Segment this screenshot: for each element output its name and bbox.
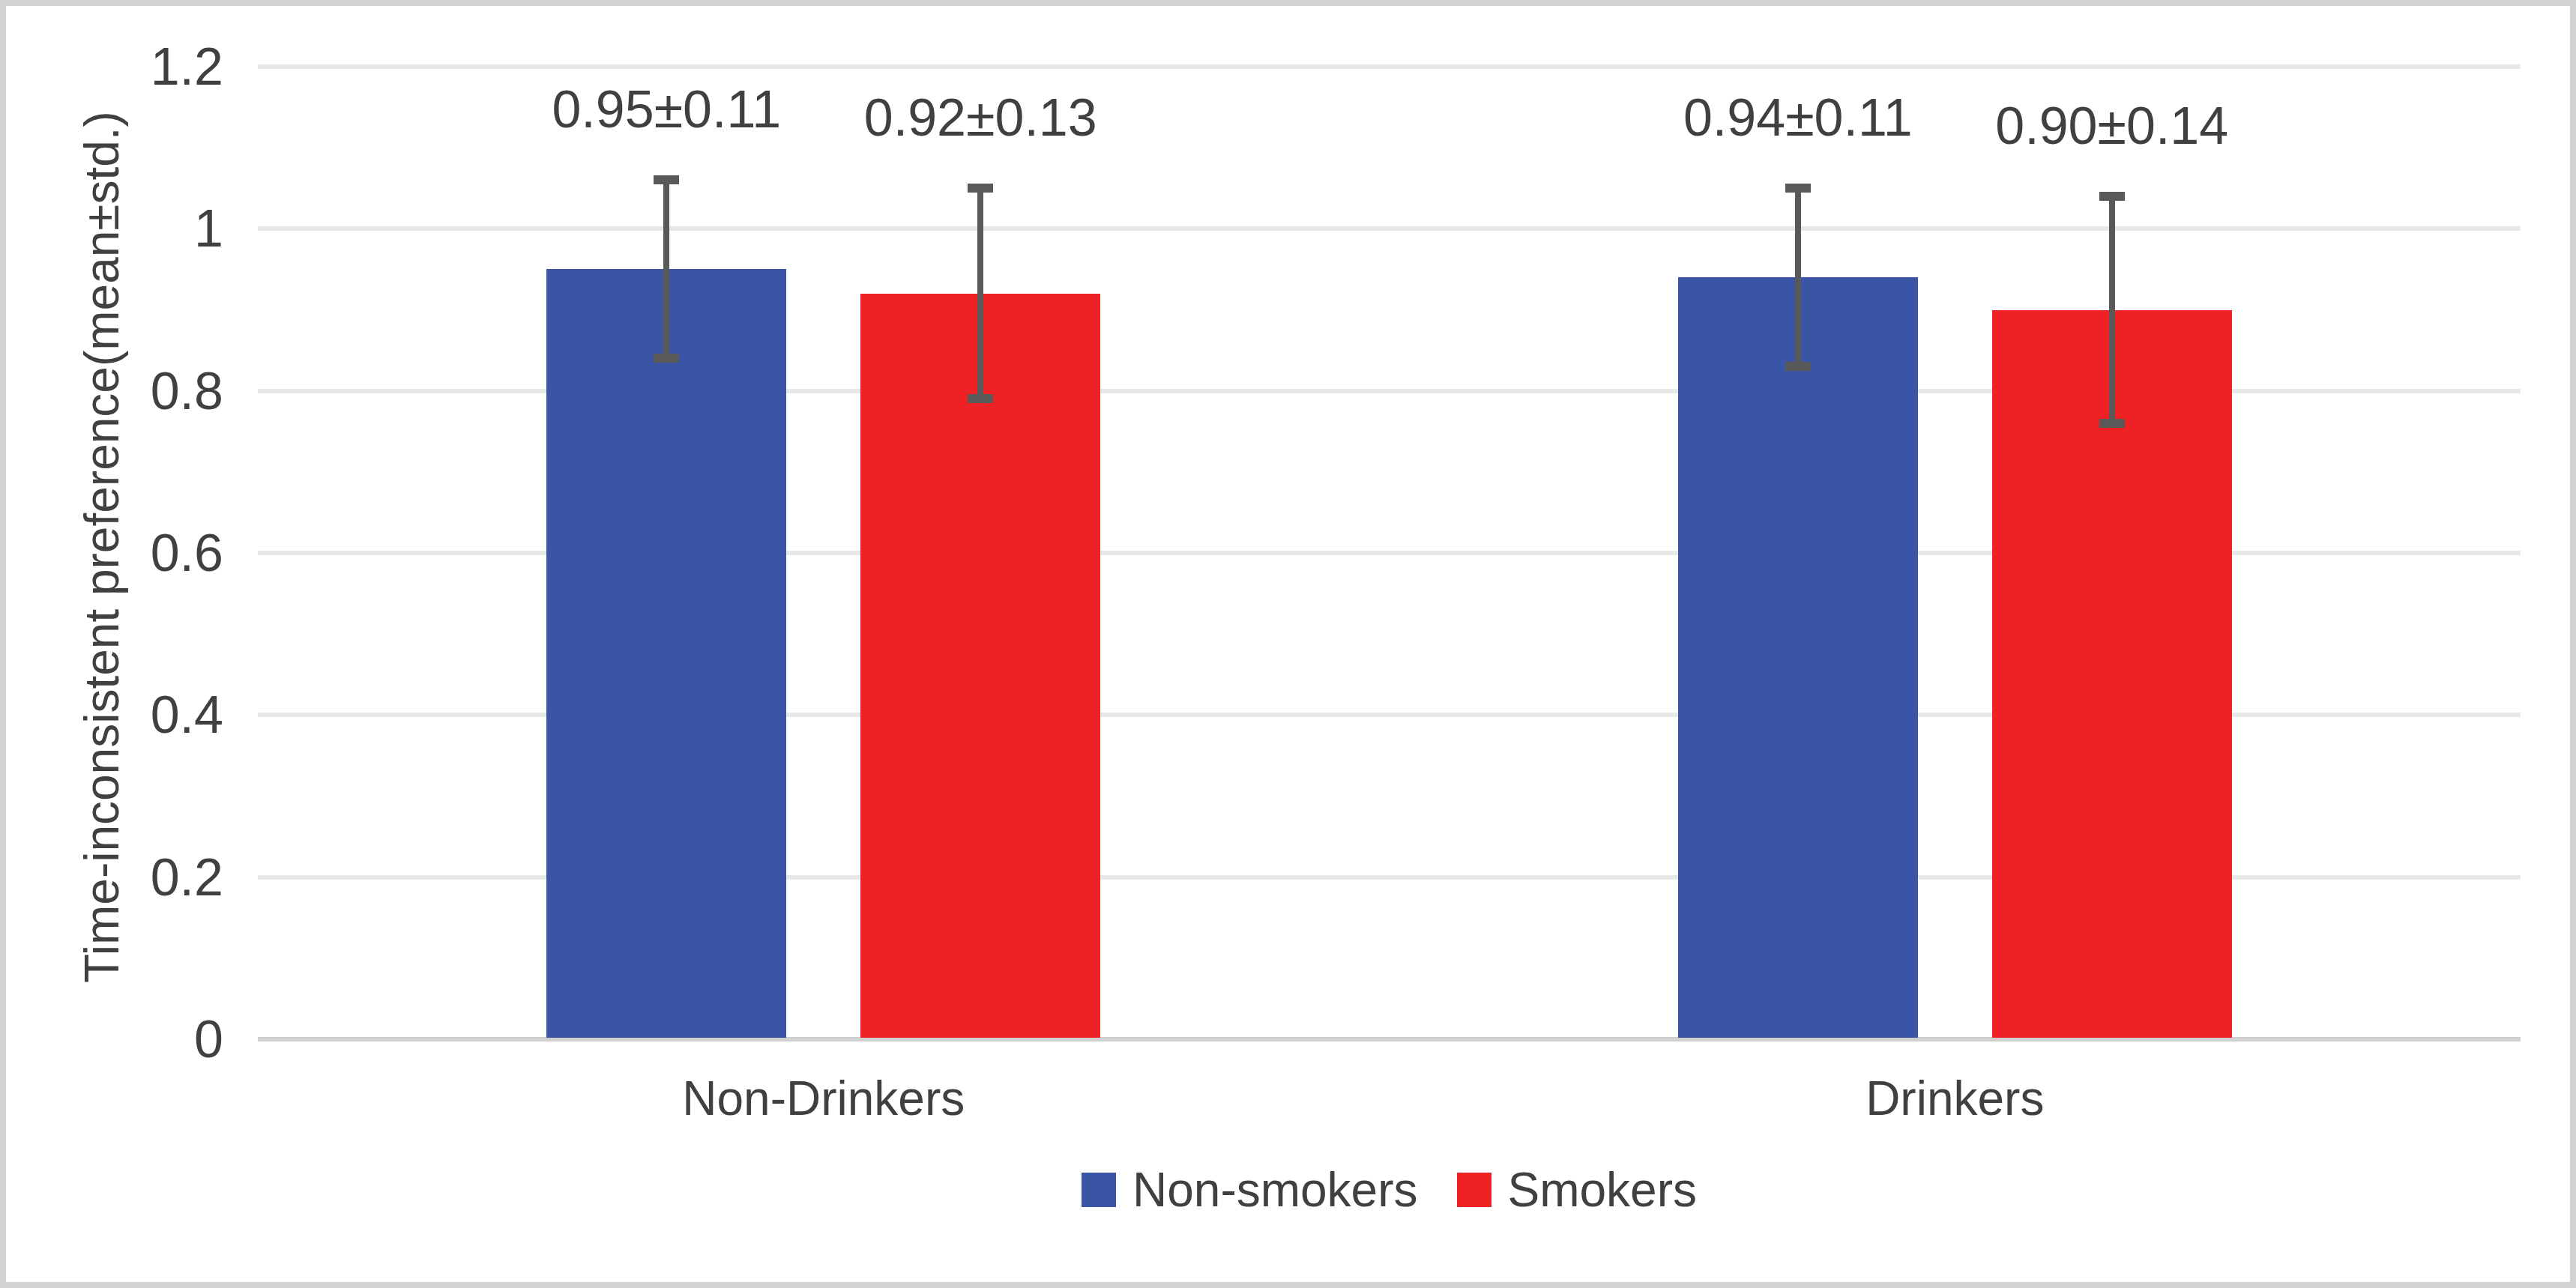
- legend-swatch-icon: [1457, 1173, 1491, 1207]
- legend-label: Smokers: [1508, 1162, 1698, 1218]
- data-label: 0.90±0.14: [1887, 99, 2337, 153]
- legend: Non-smokers Smokers: [258, 1164, 2521, 1216]
- bar-non-smokers-drinkers: [1678, 277, 1918, 1038]
- error-bar: [977, 188, 983, 399]
- legend-item-smokers: Smokers: [1457, 1162, 1698, 1218]
- error-bar: [663, 180, 669, 358]
- y-tick-label: 0.6: [6, 526, 223, 580]
- x-category-label: Non-Drinkers: [524, 1074, 1123, 1123]
- y-tick-label: 1: [6, 202, 223, 256]
- error-bar-cap-bottom: [1785, 362, 1811, 371]
- y-tick-label: 0.2: [6, 850, 223, 904]
- legend-label: Non-smokers: [1132, 1162, 1418, 1218]
- y-tick-label: 0: [6, 1012, 223, 1066]
- error-bar-cap-top: [654, 175, 679, 184]
- bar-chart: Time-inconsistent preference(mean±std.) …: [0, 0, 2576, 1288]
- error-bar: [2109, 196, 2115, 423]
- bar-smokers-non-drinkers: [860, 294, 1100, 1038]
- error-bar: [1795, 188, 1801, 366]
- error-bar-cap-top: [968, 184, 993, 193]
- error-bar-cap-bottom: [654, 354, 679, 363]
- error-bar-cap-top: [1785, 184, 1811, 193]
- legend-swatch-icon: [1082, 1173, 1116, 1207]
- error-bar-cap-bottom: [968, 394, 993, 403]
- gridline: [258, 64, 2521, 69]
- legend-item-non-smokers: Non-smokers: [1082, 1162, 1418, 1218]
- data-label: 0.92±0.13: [755, 91, 1205, 145]
- error-bar-cap-top: [2099, 192, 2125, 201]
- y-tick-label: 0.8: [6, 364, 223, 418]
- bar-non-smokers-non-drinkers: [546, 269, 786, 1038]
- gridline: [258, 226, 2521, 231]
- error-bar-cap-bottom: [2099, 419, 2125, 428]
- y-tick-label: 1.2: [6, 40, 223, 94]
- y-tick-label: 0.4: [6, 688, 223, 742]
- x-category-label: Drinkers: [1655, 1074, 2254, 1123]
